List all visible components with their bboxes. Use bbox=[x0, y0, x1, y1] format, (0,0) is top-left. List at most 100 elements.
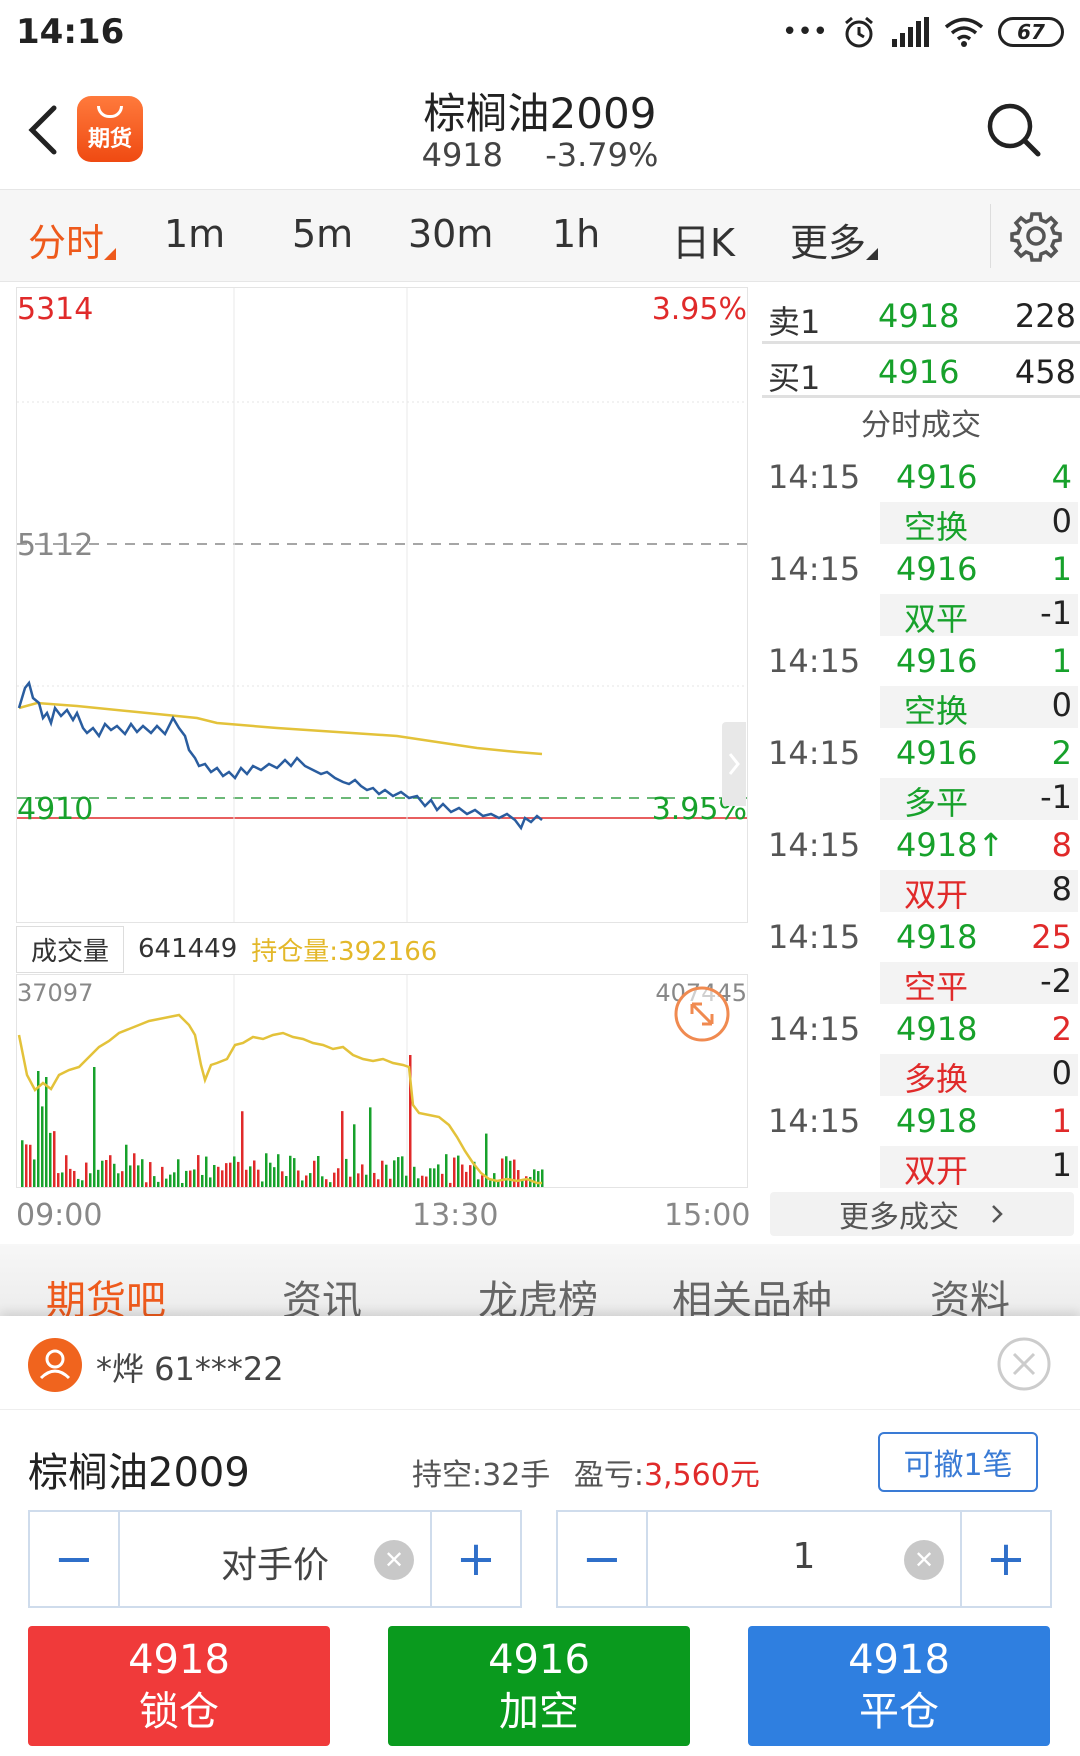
tick-volume: 4 bbox=[1051, 458, 1072, 496]
price-input[interactable]: 对手价 bbox=[220, 1545, 329, 1586]
volume-bar bbox=[321, 1176, 324, 1187]
volume-bar bbox=[185, 1170, 188, 1187]
tick-row: 14:15 4918 2 多换 0 bbox=[762, 1004, 1078, 1098]
close-icon[interactable] bbox=[996, 1336, 1052, 1392]
volume-bar bbox=[265, 1153, 268, 1187]
tick-type-bg bbox=[880, 1054, 1078, 1096]
volume-bar bbox=[481, 1175, 484, 1187]
quantity-decrease-button[interactable]: − bbox=[558, 1512, 648, 1606]
volume-bar bbox=[189, 1170, 192, 1187]
price-stepper: − 对手价 ✕ + bbox=[28, 1510, 522, 1608]
ask-1-label: 卖1 bbox=[768, 303, 821, 341]
volume-bar bbox=[237, 1161, 240, 1187]
chart-side-handle[interactable] bbox=[722, 722, 746, 806]
quantity-input[interactable]: 1 bbox=[792, 1536, 816, 1577]
lock-position-button[interactable]: 4918 锁仓 bbox=[28, 1626, 330, 1746]
volume-bar bbox=[141, 1159, 144, 1187]
back-arrow-icon[interactable] bbox=[24, 100, 64, 160]
price-clear-icon[interactable]: ✕ bbox=[374, 1540, 414, 1580]
tick-oi-change: -1 bbox=[1040, 594, 1072, 632]
volume-bar bbox=[405, 1175, 408, 1187]
tabs-divider bbox=[990, 204, 991, 268]
tick-volume: 2 bbox=[1051, 734, 1072, 772]
status-icons: ••• 67 bbox=[782, 10, 1064, 54]
close-position-button[interactable]: 4918 平仓 bbox=[748, 1626, 1050, 1746]
chart-high-pct: 3.95% bbox=[651, 292, 747, 327]
tab-intraday[interactable]: 分时 bbox=[28, 221, 105, 265]
volume-bar bbox=[325, 1179, 328, 1187]
tick-type-bg bbox=[880, 870, 1078, 912]
avatar[interactable] bbox=[28, 1338, 82, 1392]
tab-1m[interactable]: 1m bbox=[164, 212, 226, 256]
tab-5m[interactable]: 5m bbox=[292, 212, 354, 256]
volume-chart-svg bbox=[17, 975, 544, 1187]
volume-chart[interactable]: 37097 407445 bbox=[16, 974, 748, 1188]
time-axis-mid: 13:30 bbox=[412, 1198, 499, 1233]
price-chart[interactable]: 5314 3.95% 5112 4910 3.95% bbox=[16, 287, 748, 923]
tick-price: 4916 bbox=[896, 642, 978, 680]
header-quote: 4918 -3.79% bbox=[340, 136, 740, 174]
volume-bar bbox=[57, 1173, 60, 1187]
volume-bar bbox=[317, 1155, 320, 1187]
volume-bar bbox=[205, 1156, 208, 1187]
volume-bar bbox=[465, 1171, 468, 1187]
ticks-title: 分时成交 bbox=[861, 408, 981, 443]
expand-icon[interactable] bbox=[672, 984, 732, 1044]
contract-name: 棕榈油2009 bbox=[28, 1450, 250, 1496]
tick-row: 14:15 4916 1 空换 0 bbox=[762, 636, 1078, 730]
app-logo[interactable]: 期货 bbox=[77, 96, 143, 162]
volume-bar bbox=[85, 1162, 88, 1187]
volume-bar bbox=[249, 1166, 252, 1187]
account-name: *烨 61***22 bbox=[96, 1350, 284, 1388]
tick-time: 14:15 bbox=[768, 642, 861, 680]
header: 期货 棕榈油2009 4918 -3.79% bbox=[0, 64, 1080, 190]
gear-icon[interactable] bbox=[1010, 210, 1062, 262]
quantity-increase-button[interactable]: + bbox=[960, 1512, 1050, 1606]
cancel-orders-button[interactable]: 可撤1笔 bbox=[878, 1432, 1038, 1492]
volume-bar bbox=[41, 1106, 44, 1187]
search-icon[interactable] bbox=[984, 100, 1044, 160]
tab-more[interactable]: 更多 bbox=[790, 221, 867, 265]
volume-bar bbox=[69, 1168, 72, 1187]
volume-bar bbox=[121, 1171, 124, 1187]
volume-bar bbox=[457, 1155, 460, 1187]
more-ticks-button[interactable]: 更多成交 bbox=[770, 1192, 1074, 1236]
volume-label-button[interactable]: 成交量 bbox=[16, 925, 125, 973]
ask-1-qty: 228 bbox=[1014, 297, 1076, 335]
tick-time: 14:15 bbox=[768, 734, 861, 772]
volume-bar bbox=[21, 1140, 24, 1187]
volume-bar bbox=[165, 1178, 168, 1187]
lock-price: 4918 bbox=[128, 1637, 230, 1683]
logo-text: 期货 bbox=[87, 126, 132, 152]
trade-panel: *烨 61***22 棕榈油2009 持空:32手 盈亏:3,560元 可撤1笔… bbox=[0, 1316, 1080, 1756]
volume-bar bbox=[529, 1176, 532, 1187]
tick-price: 4916 bbox=[896, 550, 978, 588]
volume-bar bbox=[89, 1173, 92, 1187]
quantity-clear-icon[interactable]: ✕ bbox=[904, 1540, 944, 1580]
volume-bar bbox=[497, 1179, 500, 1187]
tick-time: 14:15 bbox=[768, 1010, 861, 1048]
tab-30m[interactable]: 30m bbox=[408, 212, 494, 256]
volume-bar bbox=[169, 1174, 172, 1187]
volume-bar bbox=[313, 1160, 316, 1187]
tick-oi-change: 0 bbox=[1051, 502, 1072, 540]
add-short-button[interactable]: 4916 加空 bbox=[388, 1626, 690, 1746]
ask-1-row[interactable]: 卖1 4918 228 bbox=[762, 287, 1080, 341]
tick-row: 14:15 4916 4 空换 0 bbox=[762, 452, 1078, 546]
bid-1-row[interactable]: 买1 4916 458 bbox=[762, 343, 1080, 397]
tick-type: 双开 bbox=[904, 876, 969, 914]
price-decrease-button[interactable]: − bbox=[30, 1512, 120, 1606]
tick-price: 4918 bbox=[896, 1010, 978, 1048]
position-info: 持空:32手 盈亏:3,560元 bbox=[412, 1450, 760, 1494]
bottom-tabs: 期货吧 资讯 龙虎榜 相关品种 资料 bbox=[0, 1244, 1080, 1324]
volume-bar bbox=[301, 1180, 304, 1187]
tab-1h[interactable]: 1h bbox=[552, 212, 601, 256]
tab-daily-k[interactable]: 日K bbox=[672, 221, 735, 265]
volume-bar bbox=[385, 1164, 388, 1187]
volume-bar bbox=[525, 1176, 528, 1187]
volume-bar bbox=[181, 1182, 184, 1187]
tick-price: 4918 bbox=[896, 918, 978, 956]
price-increase-button[interactable]: + bbox=[430, 1512, 520, 1606]
volume-bar bbox=[25, 1144, 28, 1187]
volume-bar bbox=[145, 1182, 148, 1187]
